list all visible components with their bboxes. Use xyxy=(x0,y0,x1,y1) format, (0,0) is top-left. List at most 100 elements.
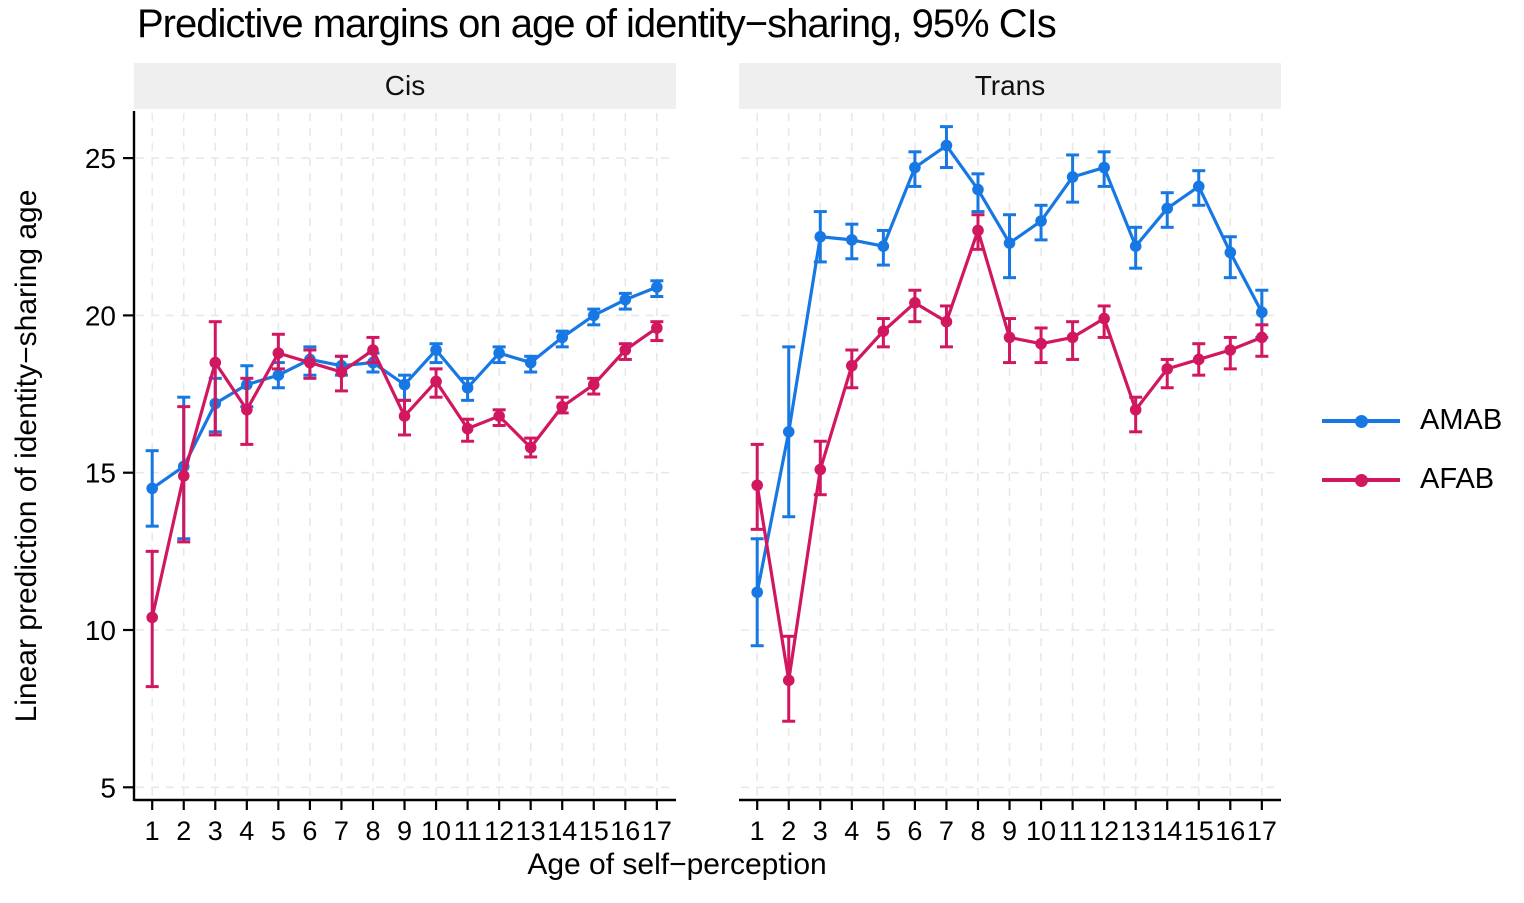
trans-x-tick-label: 8 xyxy=(970,816,985,846)
chart-title: Predictive margins on age of identity−sh… xyxy=(137,2,1057,46)
data-point xyxy=(814,463,827,476)
data-point xyxy=(304,356,316,369)
cis-x-tick-label: 11 xyxy=(454,816,482,846)
trans-x-tick-label: 15 xyxy=(1184,816,1214,846)
cis-afab-series xyxy=(145,320,664,689)
data-point xyxy=(587,378,600,391)
data-point xyxy=(1192,180,1205,193)
cis-x-tick-label: 3 xyxy=(208,816,223,846)
legend-entry-amab: AMAB xyxy=(1322,404,1502,437)
data-point xyxy=(846,359,858,372)
cis-x-tick-label: 16 xyxy=(610,816,640,846)
cis-x-tick-label: 8 xyxy=(365,816,380,846)
data-point xyxy=(146,611,158,624)
cis-x-tick-label: 15 xyxy=(579,816,609,846)
cis-x-tick-label: 17 xyxy=(642,816,672,846)
data-point xyxy=(335,366,348,378)
cis-x-tick-label: 14 xyxy=(547,816,577,846)
data-point xyxy=(782,426,795,438)
data-point xyxy=(430,344,442,356)
data-point xyxy=(909,297,921,309)
data-point xyxy=(1035,337,1047,350)
data-point xyxy=(461,422,474,435)
trans-x-tick-label: 5 xyxy=(876,816,891,846)
data-point xyxy=(398,378,411,391)
data-point xyxy=(1066,171,1079,183)
data-point xyxy=(272,347,285,359)
y-tick-label: 5 xyxy=(100,772,116,803)
trans-afab-series xyxy=(750,213,1269,723)
legend-entry-afab: AFAB xyxy=(1322,463,1502,496)
cis-x-tick-label: 12 xyxy=(484,816,514,846)
trans-gridlines xyxy=(741,113,1279,797)
trans-x-tick-label: 2 xyxy=(781,816,796,846)
data-point xyxy=(940,315,953,328)
data-point xyxy=(619,293,632,306)
data-point xyxy=(782,674,795,687)
data-point xyxy=(877,240,890,252)
cis-x-tick-label: 10 xyxy=(421,816,451,846)
data-point xyxy=(1129,403,1142,416)
data-point xyxy=(1066,331,1079,344)
data-point xyxy=(241,403,253,416)
y-tick-label: 20 xyxy=(85,300,116,331)
data-point xyxy=(751,586,763,599)
data-point xyxy=(398,410,411,422)
data-point xyxy=(619,344,632,356)
data-point xyxy=(972,224,984,237)
y-tick-label: 25 xyxy=(85,143,116,174)
data-point xyxy=(1098,161,1110,174)
data-point xyxy=(846,234,858,246)
data-point xyxy=(1256,306,1268,319)
data-point xyxy=(1224,344,1237,356)
cis-x-tick-label: 5 xyxy=(271,816,286,846)
data-point xyxy=(209,356,222,369)
data-point xyxy=(1256,331,1268,344)
data-point xyxy=(940,139,953,152)
trans-x-tick-label: 3 xyxy=(813,816,828,846)
data-point xyxy=(493,410,505,422)
data-point xyxy=(461,381,474,394)
trans-x-tick-label: 11 xyxy=(1059,816,1087,846)
legend-label-afab: AFAB xyxy=(1420,463,1495,495)
data-point xyxy=(814,230,827,243)
cis-x-tick-label: 2 xyxy=(176,816,191,846)
cis-x-tick-label: 7 xyxy=(334,816,349,846)
data-point xyxy=(1003,237,1016,249)
trans-x-tick-label: 4 xyxy=(844,816,859,846)
panel-header-cis-label: Cis xyxy=(384,70,426,101)
y-tick-label: 10 xyxy=(85,615,116,646)
trans-x-tick-label: 6 xyxy=(907,816,922,846)
data-point xyxy=(367,344,379,356)
data-point xyxy=(1003,331,1016,344)
data-point xyxy=(1129,240,1142,252)
data-point xyxy=(1161,202,1174,215)
trans-x-tick-label: 17 xyxy=(1247,816,1277,846)
data-point xyxy=(556,331,569,344)
data-point xyxy=(177,470,190,482)
cis-x-tick-label: 9 xyxy=(397,816,412,846)
cis-x-tick-label: 4 xyxy=(239,816,254,846)
data-point xyxy=(1224,246,1237,259)
trans-x-tick-label: 12 xyxy=(1089,816,1119,846)
x-axis-title: Age of self−perception xyxy=(527,848,827,881)
data-point xyxy=(556,400,569,413)
y-tick-label: 15 xyxy=(85,458,116,489)
cis-x-tick-label: 1 xyxy=(145,816,160,846)
cis-x-tick-label: 6 xyxy=(302,816,317,846)
panel-header-trans: Trans xyxy=(739,63,1281,109)
data-point xyxy=(272,369,285,381)
data-point xyxy=(146,482,158,495)
data-point xyxy=(651,281,663,293)
data-point xyxy=(524,356,537,369)
data-point xyxy=(751,479,763,492)
trans-x-tick-label: 13 xyxy=(1121,816,1151,846)
trans-x-tick-label: 7 xyxy=(939,816,954,846)
data-point xyxy=(877,325,890,337)
trans-axes: 1 2 3 4 5 6 7 8 9 10 11 12 13 14 15 16 17 xyxy=(739,798,1281,846)
cis-gridlines xyxy=(136,113,674,797)
trans-x-tick-label: 16 xyxy=(1215,816,1245,846)
data-point xyxy=(587,309,600,322)
